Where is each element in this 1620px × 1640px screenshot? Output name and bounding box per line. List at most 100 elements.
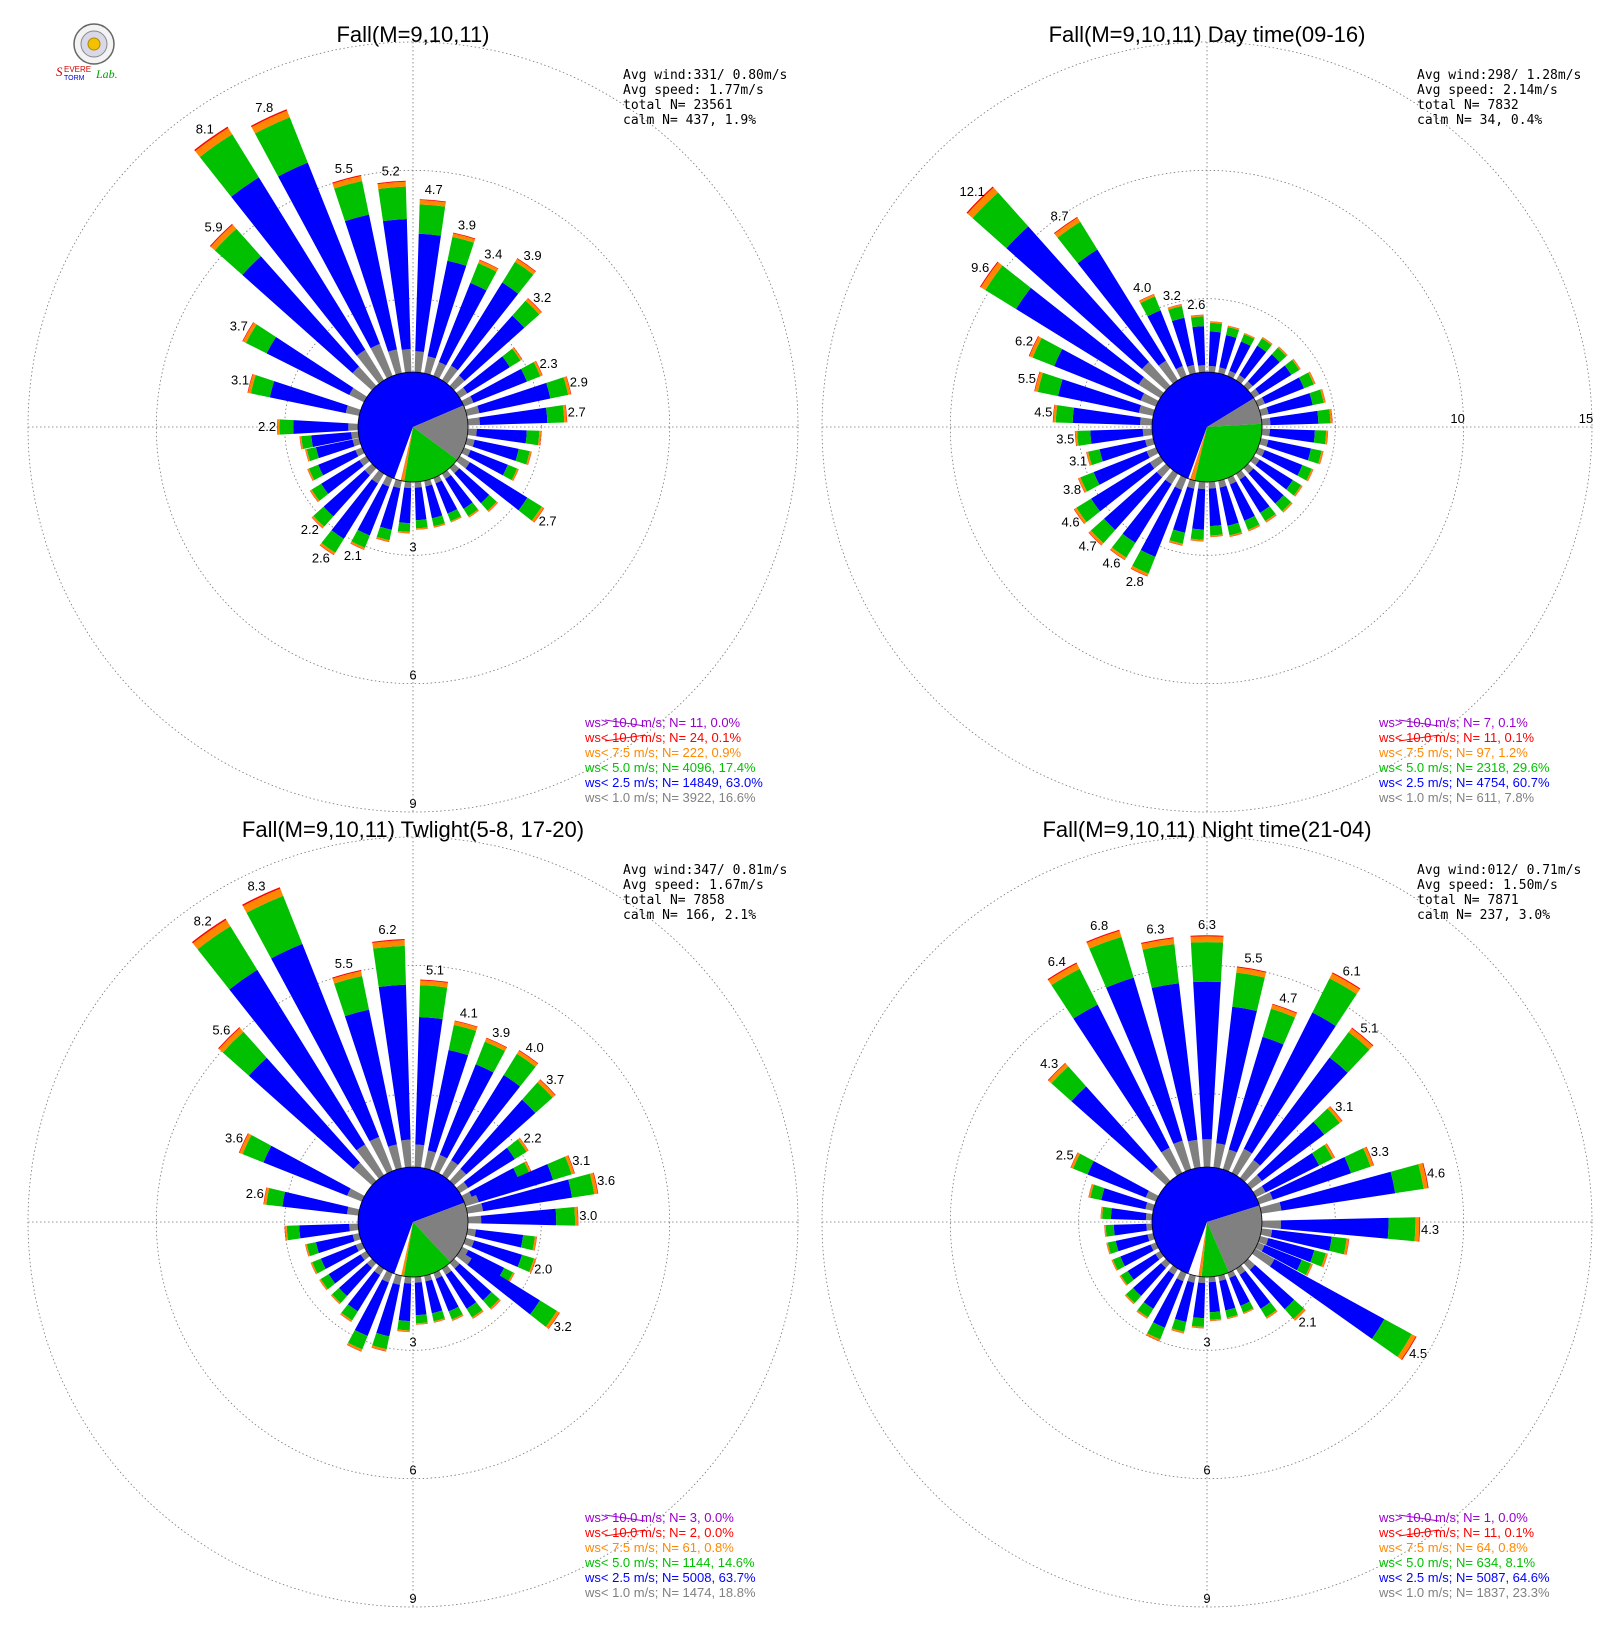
wind-bar-segment	[1138, 377, 1164, 399]
legend-entry: ws< 7.5 m/s; N= 97, 1.2%	[1378, 745, 1528, 760]
wind-bar-segment	[1047, 962, 1078, 981]
wind-bar-segment	[1071, 1086, 1158, 1173]
wind-bar-segment	[357, 483, 390, 536]
wind-bar-segment	[487, 501, 498, 512]
wind-bar-segment	[1251, 1248, 1275, 1267]
stat-line: total N= 7832	[1417, 98, 1519, 113]
wind-bar-segment	[1209, 1319, 1222, 1322]
wind-bar-segment	[1346, 1238, 1350, 1255]
wind-bar-segment	[467, 1215, 482, 1224]
wind-bar-segment	[1202, 1139, 1212, 1168]
ring-label: 3	[409, 539, 416, 554]
wind-bar-segment	[356, 1144, 385, 1179]
wind-bar-segment	[1137, 1302, 1154, 1318]
stat-line: Avg wind:298/ 1.28m/s	[1417, 68, 1581, 83]
wind-bar-segment	[1072, 407, 1141, 426]
wind-bar-segment	[1028, 336, 1039, 357]
wind-bar-segment	[1146, 447, 1159, 458]
bar-value-label: 8.3	[247, 878, 265, 893]
calm-pie-slice	[404, 427, 458, 482]
ring-label: 15	[1579, 411, 1593, 426]
wind-bar-segment	[431, 515, 445, 527]
wind-bar-segment	[1240, 1301, 1254, 1313]
bar-value-label: 6.8	[1090, 918, 1108, 933]
wind-bar-segment	[371, 470, 385, 484]
wind-bar-segment	[1279, 1171, 1396, 1211]
wind-bar-segment	[1329, 408, 1333, 424]
bar-value-label: 4.6	[1427, 1165, 1445, 1180]
wind-bar-segment	[424, 1274, 433, 1282]
wind-bar-segment	[312, 1258, 326, 1274]
wind-bar-segment	[464, 1249, 505, 1279]
wind-bar-segment	[347, 1188, 365, 1202]
wind-bar-segment	[334, 975, 370, 1017]
wind-bar-segment	[1294, 1309, 1306, 1321]
wind-bar-segment	[348, 423, 359, 431]
wind-bar-segment	[468, 510, 480, 518]
ring-label: 9	[409, 796, 416, 811]
calm-pie-slice	[1151, 1166, 1260, 1274]
wind-bar-segment	[1231, 1148, 1252, 1177]
wind-bar-segment	[1293, 1308, 1306, 1321]
wind-bar-segment	[397, 1320, 411, 1331]
wind-bar-segment	[1006, 226, 1150, 370]
wind-bar-segment	[453, 1021, 478, 1031]
wind-bar-segment	[350, 541, 365, 550]
wind-bar-segment	[254, 117, 308, 177]
wind-bar-segment	[489, 1298, 501, 1310]
legend-entry: ws< 10.0 m/s; N= 11, 0.1%	[1378, 730, 1535, 745]
wind-bar-segment	[1286, 480, 1302, 496]
wind-bar-segment	[1112, 1256, 1125, 1271]
bar-value-label: 2.9	[570, 375, 588, 390]
wind-bar-segment	[518, 497, 542, 521]
wind-bar-segment	[472, 439, 519, 461]
wind-bar-segment	[449, 375, 465, 391]
wind-bar-segment	[1053, 216, 1078, 234]
wind-bar-segment	[1210, 534, 1223, 537]
wind-bar-segment	[1329, 1031, 1370, 1073]
wind-bar-segment	[433, 1318, 446, 1323]
wind-bar-segment	[1283, 503, 1293, 513]
wind-bar-segment	[263, 1145, 351, 1196]
wind-bar-segment	[242, 322, 254, 342]
bar-value-label: 6.3	[1198, 917, 1216, 932]
wind-bar-segment	[527, 451, 532, 466]
wind-bar-segment	[279, 419, 294, 435]
wind-bar-segment	[1269, 428, 1315, 443]
wind-bar-segment	[305, 1244, 309, 1257]
wind-bar-segment	[439, 1064, 494, 1159]
wind-bar-segment	[1111, 1259, 1118, 1271]
wind-bar-segment	[1055, 405, 1074, 424]
wind-bar-segment	[334, 180, 370, 222]
wind-bar-segment	[488, 502, 499, 513]
wind-bar-segment	[397, 522, 411, 532]
wind-bar-segment	[1284, 1299, 1305, 1320]
wind-bar-segment	[1100, 1206, 1102, 1219]
wind-bar-segment	[419, 200, 446, 207]
bar-value-label: 5.9	[205, 220, 223, 235]
bar-value-label: 3.9	[458, 218, 476, 233]
wind-bar-segment	[465, 462, 528, 511]
wind-bar-segment	[369, 1136, 393, 1174]
wind-bar-segment	[1076, 498, 1101, 523]
wind-bar-segment	[447, 236, 474, 266]
bar-value-label: 6.2	[1015, 334, 1033, 349]
legend-strike	[1398, 734, 1440, 742]
wind-bar-segment	[1105, 1224, 1115, 1237]
wind-bar-segment	[414, 481, 422, 488]
wind-bar-segment	[364, 463, 377, 476]
wind-bar-segment	[980, 262, 1003, 291]
wind-bar-segment	[1261, 337, 1273, 346]
calm-pie-slice	[413, 405, 468, 460]
wind-bar-segment	[242, 1135, 272, 1163]
calm-pie-slice	[1207, 1205, 1262, 1273]
wind-bar-segment	[1122, 479, 1172, 543]
wind-bar-segment	[456, 455, 470, 469]
wind-bar-segment	[518, 1050, 539, 1064]
bar-value-label: 3.9	[524, 248, 542, 263]
wind-bar-segment	[250, 374, 275, 398]
wind-bar-segment	[1110, 1208, 1147, 1221]
wind-bar-segment	[1086, 930, 1122, 949]
wind-bar-segment	[330, 1295, 340, 1305]
wind-bar-segment	[458, 315, 525, 382]
